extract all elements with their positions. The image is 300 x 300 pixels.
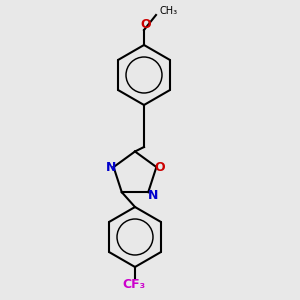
Text: CF₃: CF₃ xyxy=(122,278,145,292)
Text: N: N xyxy=(148,189,158,202)
Text: O: O xyxy=(154,160,165,173)
Text: O: O xyxy=(140,17,151,31)
Text: CH₃: CH₃ xyxy=(159,5,177,16)
Text: N: N xyxy=(105,160,116,173)
